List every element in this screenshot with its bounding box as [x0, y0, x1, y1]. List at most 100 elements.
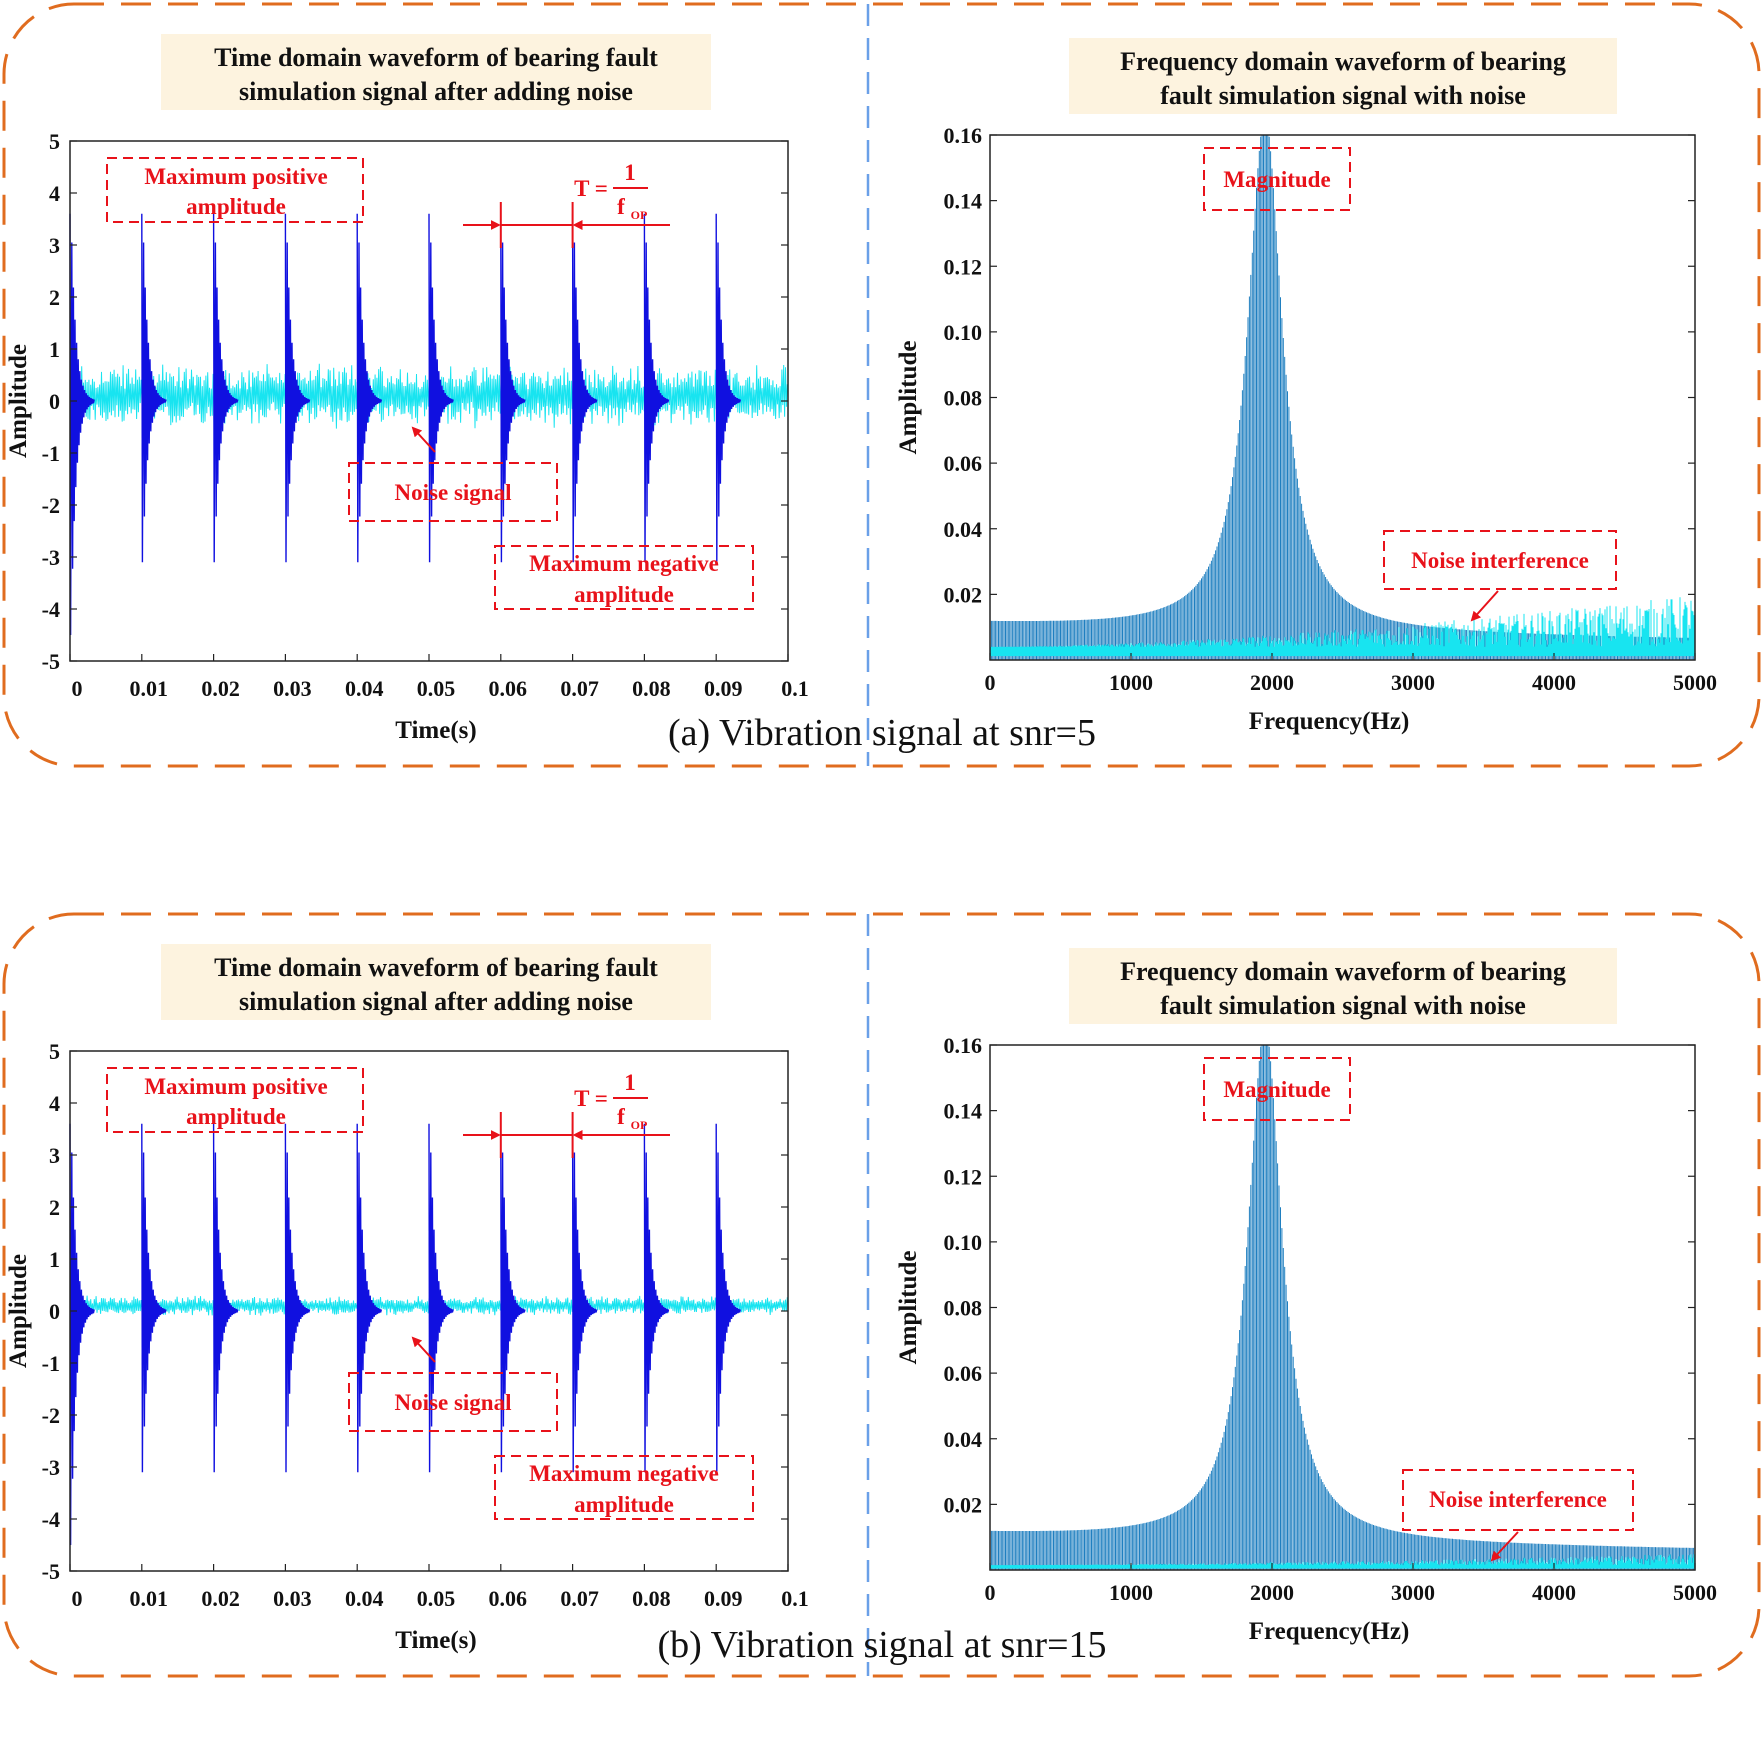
- x-tick-label: 0.04: [345, 1586, 384, 1611]
- x-tick-label: 4000: [1532, 1580, 1576, 1605]
- x-tick-label: 5000: [1673, 670, 1717, 695]
- max-negative-label: Maximum negative: [529, 1461, 719, 1486]
- dashed-frame: [2, 2, 1761, 768]
- y-tick-label: -5: [42, 649, 60, 674]
- x-tick-label: 0.07: [560, 676, 599, 701]
- impulse-spike: [428, 1123, 454, 1473]
- plot-area: [990, 135, 1695, 660]
- noise-floor: [990, 1554, 1695, 1569]
- magnitude-box: [1203, 147, 1351, 211]
- x-tick-label: 0.01: [130, 1586, 169, 1611]
- chart-title-line: Time domain waveform of bearing fault: [214, 43, 658, 72]
- noise-floor: [990, 597, 1695, 657]
- y-tick-label: 0.06: [944, 451, 983, 476]
- y-tick-label: 5: [49, 129, 60, 154]
- impulse-spike: [500, 213, 526, 563]
- impulse-spike: [69, 213, 95, 636]
- x-tick-label: 0.05: [417, 676, 456, 701]
- period-numerator: 1: [624, 160, 636, 185]
- chart-title-line: simulation signal after adding noise: [239, 987, 633, 1016]
- y-tick-label: 0.14: [944, 189, 983, 214]
- x-tick-label: 0.09: [704, 1586, 743, 1611]
- y-tick-label: 3: [49, 233, 60, 258]
- x-axis-label: Frequency(Hz): [1249, 1618, 1410, 1645]
- period-label: T =: [574, 176, 608, 201]
- time-plot: 5 4 3 2 1 0 -1 -2 -3 -4 -5 0 0.01 0.02 0.03 0.04 0.05 0.0…: [5, 129, 809, 744]
- x-tick-label: 0.05: [417, 1586, 456, 1611]
- title-box: [1069, 38, 1617, 114]
- time-plot: 5 4 3 2 1 0 -1 -2 -3 -4 -5 0 0.01 0.02 0.03 0.04 0.05 0.0…: [5, 1039, 809, 1654]
- y-axis-label: Amplitude: [5, 1254, 32, 1368]
- period-numerator: 1: [624, 1070, 636, 1095]
- chart-title-line: fault simulation signal with noise: [1160, 81, 1526, 110]
- period-denominator: f: [617, 194, 625, 219]
- magnitude-box: [1203, 1057, 1351, 1121]
- max-negative-box: [494, 1455, 754, 1520]
- noise-arrow: [1470, 590, 1499, 622]
- max-negative-label: amplitude: [574, 1492, 674, 1517]
- y-tick-label: 0.10: [944, 320, 983, 345]
- impulse-spike: [500, 1123, 526, 1473]
- y-tick-label: 4: [49, 1091, 60, 1116]
- max-positive-box: [106, 1067, 364, 1133]
- annotations: Maximum positive amplitude Noise signal Max…: [106, 157, 754, 610]
- x-tick-label: 2000: [1250, 670, 1294, 695]
- y-tick-label: -5: [42, 1559, 60, 1584]
- x-tick-label: 0.06: [489, 676, 528, 701]
- impulse-spike: [212, 213, 239, 563]
- magnitude-label: Magnitude: [1223, 1077, 1330, 1102]
- y-tick-label: 1: [49, 337, 60, 362]
- x-tick-label: 3000: [1391, 1580, 1435, 1605]
- noise-signal-label: Noise signal: [395, 480, 512, 505]
- x-tick-label: 0.07: [560, 1586, 599, 1611]
- y-tick-label: 0.04: [944, 1427, 983, 1452]
- impulse-spike: [571, 1123, 598, 1473]
- impulse-spike: [284, 1123, 311, 1473]
- x-tick-label: 0: [72, 1586, 83, 1611]
- impulse-spike: [356, 213, 383, 563]
- title-box: [161, 34, 711, 110]
- impulse-spike: [643, 1123, 670, 1473]
- x-tick-label: 0.1: [781, 1586, 809, 1611]
- impulse-spike: [69, 1123, 95, 1546]
- x-tick-label: 0.02: [201, 1586, 240, 1611]
- y-tick-label: 0.16: [944, 123, 983, 148]
- annotations: Magnitude Noise interference: [1203, 147, 1617, 622]
- y-tick-label: -1: [42, 1351, 60, 1376]
- y-tick-label: -1: [42, 441, 60, 466]
- noise-interference-label: Noise interference: [1429, 1487, 1607, 1512]
- chart-title-line: fault simulation signal with noise: [1160, 991, 1526, 1020]
- x-tick-label: 1000: [1109, 1580, 1153, 1605]
- x-tick-label: 4000: [1532, 670, 1576, 695]
- x-tick-label: 2000: [1250, 1580, 1294, 1605]
- max-positive-box: [106, 157, 364, 223]
- noise-arrow: [1490, 1531, 1519, 1562]
- y-tick-label: 0.06: [944, 1361, 983, 1386]
- impulse-spike: [428, 213, 454, 563]
- row-b: Time domain waveform of bearing fault sim…: [2, 912, 1761, 1678]
- y-tick-label: 0.04: [944, 517, 983, 542]
- annotations: Maximum positive amplitude Noise signal Max…: [106, 1067, 754, 1520]
- impulse-spike: [212, 1123, 239, 1473]
- chart-title-line: Frequency domain waveform of bearing: [1120, 47, 1566, 76]
- y-axis-label: Amplitude: [895, 1251, 922, 1365]
- noise-interference-box: [1402, 1469, 1634, 1531]
- period-denominator: f: [617, 1104, 625, 1129]
- max-negative-label: Maximum negative: [529, 551, 719, 576]
- x-tick-label: 0.1: [781, 676, 809, 701]
- x-tick-label: 0.01: [130, 676, 169, 701]
- y-tick-label: 0: [49, 1299, 60, 1324]
- chart-title-line: simulation signal after adding noise: [239, 77, 633, 106]
- max-positive-label: Maximum positive: [144, 164, 327, 189]
- x-tick-label: 3000: [1391, 670, 1435, 695]
- y-tick-label: 0.12: [944, 1164, 983, 1189]
- chart-title-line: Frequency domain waveform of bearing: [1120, 957, 1566, 986]
- impulse-spike: [356, 1123, 383, 1473]
- y-tick-label: 1: [49, 1247, 60, 1272]
- row-a: Time domain waveform of bearing fault sim…: [2, 2, 1761, 768]
- y-tick-label: -4: [42, 597, 60, 622]
- x-tick-label: 0: [72, 676, 83, 701]
- y-tick-label: 0.12: [944, 254, 983, 279]
- y-tick-label: -3: [42, 1455, 60, 1480]
